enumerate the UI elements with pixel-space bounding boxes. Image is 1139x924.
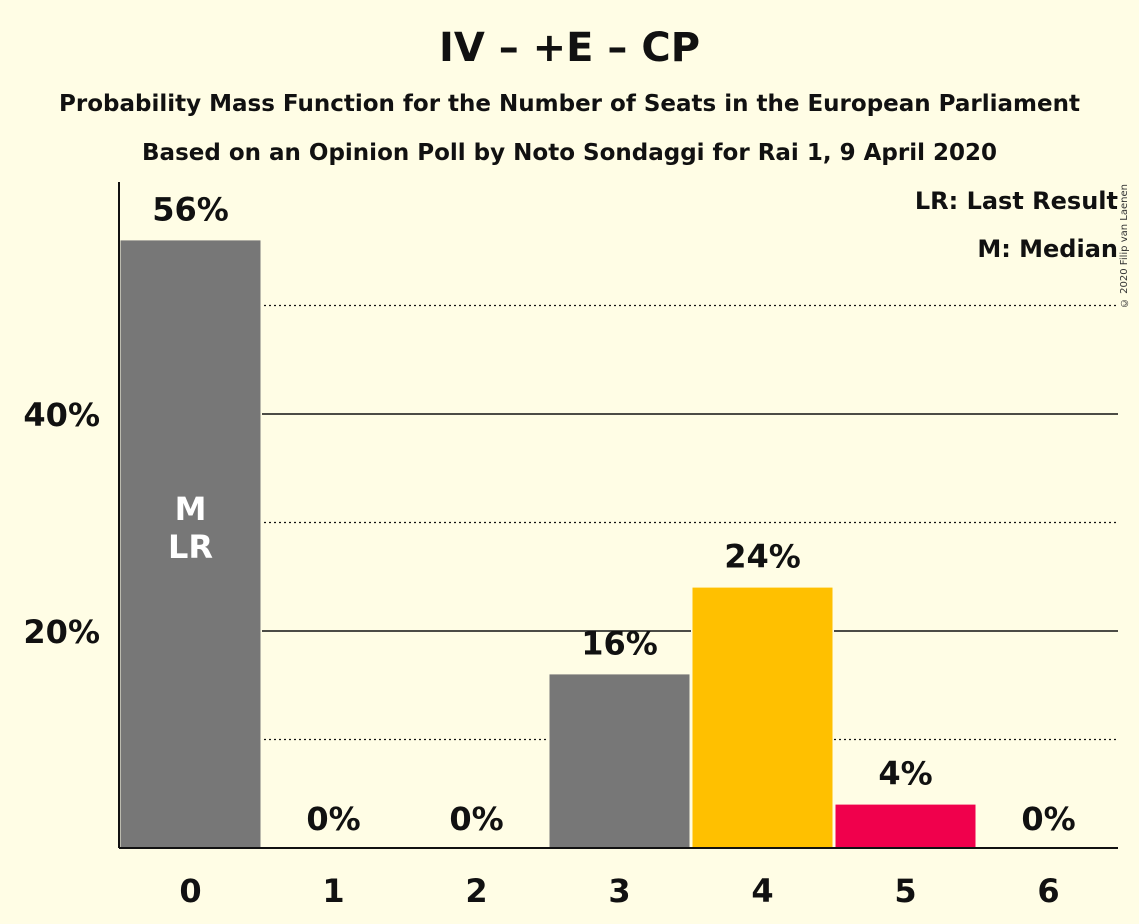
y-tick-label: 20% (23, 613, 100, 651)
x-tick-label-2: 2 (465, 872, 487, 910)
labels: 20% 40% 56% 0 0% 1 0% 2 16% 3 24% 4 4% 5 0% 6 MLR (23, 190, 1075, 910)
chart-title: IV – +E – CP (438, 25, 701, 71)
value-label-4: 24% (724, 538, 801, 576)
x-tick-label-5: 5 (894, 872, 916, 910)
value-label-3: 16% (581, 624, 658, 662)
bar-4 (692, 587, 833, 848)
bar-5 (835, 804, 976, 848)
bar-3 (549, 674, 690, 848)
value-label-2: 0% (449, 800, 503, 838)
bar-0 (120, 240, 261, 848)
bars (119, 238, 977, 848)
y-tick-label: 40% (23, 396, 100, 434)
value-label-6: 0% (1021, 800, 1075, 838)
value-label-5: 4% (878, 755, 932, 793)
bar-annotation-lr: LR (168, 528, 213, 566)
legend-median: M: Median (977, 235, 1118, 263)
x-tick-label-6: 6 (1037, 872, 1059, 910)
chart-subtitle: Probability Mass Function for the Number… (59, 91, 1080, 117)
legend-last-result: LR: Last Result (914, 187, 1118, 215)
x-tick-label-3: 3 (608, 872, 630, 910)
value-label-0: 56% (152, 190, 229, 228)
gridlines (119, 304, 1118, 741)
x-tick-label-0: 0 (179, 872, 201, 910)
value-label-1: 0% (306, 800, 360, 838)
bar-annotation-m: M (175, 490, 207, 528)
x-tick-label-1: 1 (322, 872, 344, 910)
axes (118, 182, 1118, 849)
x-tick-label-4: 4 (751, 872, 773, 910)
chart-subtitle-source: Based on an Opinion Poll by Noto Sondagg… (142, 140, 997, 166)
